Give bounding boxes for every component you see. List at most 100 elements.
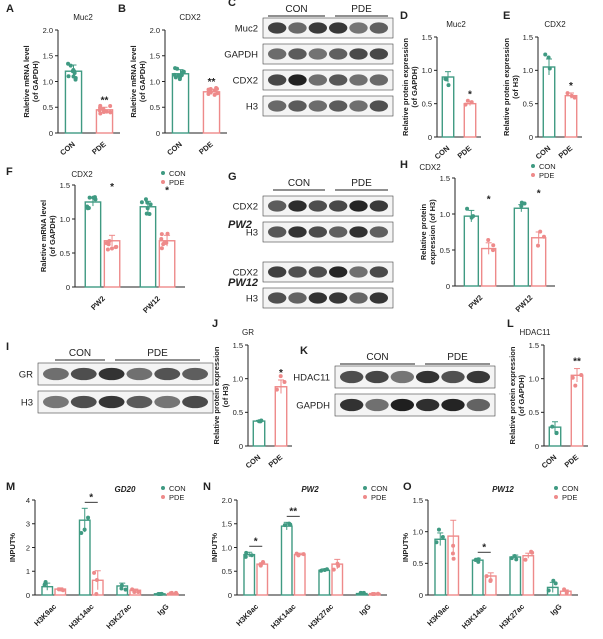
data-point [484, 574, 489, 579]
data-point [56, 587, 61, 592]
blot-band [154, 367, 181, 381]
x-tick-label: H3K14ac [67, 602, 96, 631]
y-tick-label: 1.5 [233, 341, 243, 350]
y-tick-label: 4 [26, 496, 30, 505]
data-point [565, 91, 570, 96]
x-tick-label: PW2 [89, 294, 107, 312]
blot-band [369, 74, 389, 86]
x-tick-label: PDE [456, 144, 474, 161]
blot-band [441, 398, 465, 412]
x-tick-label: PW2 [467, 293, 485, 311]
data-point [159, 246, 164, 251]
legend-marker [161, 486, 165, 490]
panel-letter: D [400, 10, 408, 22]
blot-band [288, 100, 307, 112]
legend-label: CON [539, 162, 556, 171]
blot-band [288, 266, 307, 278]
bar [243, 553, 256, 596]
data-point [174, 590, 179, 595]
data-point [572, 95, 577, 100]
y-tick-label: 0.5 [43, 103, 53, 112]
data-point [175, 66, 180, 71]
legend-label: PDE [169, 493, 184, 502]
y-tick-label: 1 [26, 567, 30, 576]
panel-letter: O [403, 481, 412, 493]
bar [463, 215, 480, 287]
data-point [98, 111, 103, 116]
panel-letter: J [212, 318, 218, 330]
data-point [440, 534, 445, 539]
blot-band [329, 48, 348, 60]
x-tick-label: CON [165, 140, 184, 158]
y-tick-label: 1.0 [150, 77, 160, 86]
y-axis-label: (of H3) [221, 383, 230, 407]
blot-group-label: CON [288, 178, 310, 189]
data-point [87, 195, 92, 200]
panel-letter: F [6, 166, 13, 178]
x-tick-label: PDE [267, 453, 285, 470]
blot-row-label: Muc2 [235, 24, 258, 35]
blot-band [126, 367, 153, 381]
bar [522, 555, 535, 596]
blot-band [98, 367, 125, 381]
blot-band [329, 100, 348, 112]
legend-label: CON [169, 484, 186, 493]
blot-band [288, 226, 307, 238]
blot-row-label: CDX2 [233, 202, 258, 213]
x-tick-label: IgG [357, 602, 372, 617]
bar [293, 553, 306, 596]
blot-band [349, 100, 368, 112]
blot-band [308, 74, 328, 86]
blot-band [349, 200, 368, 212]
data-point [553, 581, 558, 586]
blot-group-label: PDE [351, 4, 372, 15]
y-tick-label: 1.0 [222, 543, 232, 552]
y-tick-label: 2 [26, 543, 30, 552]
blot-band [369, 22, 389, 34]
panel-subtitle: HDAC11 [520, 328, 552, 337]
blot-band [340, 398, 364, 412]
data-point [92, 570, 97, 575]
y-tick-label: 0 [419, 591, 423, 600]
data-point [109, 246, 114, 251]
blot-band [329, 22, 348, 34]
y-tick-label: 1.0 [43, 77, 53, 86]
blot-panel-K: K CON PDE HDAC11 GAPDH [293, 345, 496, 417]
data-point [282, 379, 287, 384]
bar [542, 66, 556, 138]
y-tick-label: 0 [49, 129, 53, 138]
blot-band [43, 395, 69, 409]
y-axis-label: Raletive mRNA level [129, 45, 138, 117]
y-axis-label: Raletive mRNA level [22, 45, 31, 117]
data-point [519, 203, 524, 208]
y-tick-label: 2.0 [222, 496, 232, 505]
blot-band [365, 370, 389, 384]
panel-B: B CDX2 0 0.5 1.0 1.5 2.0 Raletive mRNA level (of… [118, 3, 227, 157]
data-point [212, 88, 217, 93]
y-tick-label: 1.5 [422, 33, 432, 42]
blot-band [288, 48, 307, 60]
significance-mark: * [279, 368, 283, 379]
blot-row-label: H3 [21, 398, 33, 409]
blot-band [340, 370, 364, 384]
panel-letter: N [203, 481, 211, 493]
y-axis-label: (of GAPDH) [31, 60, 40, 102]
blot-section-label: PW2 [228, 219, 252, 231]
data-point [212, 92, 217, 97]
x-tick-label: H3K14ac [269, 602, 298, 631]
data-point [278, 374, 283, 379]
data-point [68, 63, 73, 68]
blot-band [308, 100, 328, 112]
data-point [148, 202, 153, 207]
significance-mark: ** [289, 506, 297, 517]
data-point [206, 87, 211, 92]
y-axis-label: (of GAPDH) [410, 66, 419, 108]
bar [171, 73, 190, 134]
legend-marker [363, 495, 367, 499]
y-tick-label: 3 [26, 520, 30, 529]
x-tick-label: PDE [90, 140, 108, 157]
blot-band [268, 266, 287, 278]
panel-subtitle: Muc2 [446, 20, 466, 29]
bar [84, 201, 102, 288]
